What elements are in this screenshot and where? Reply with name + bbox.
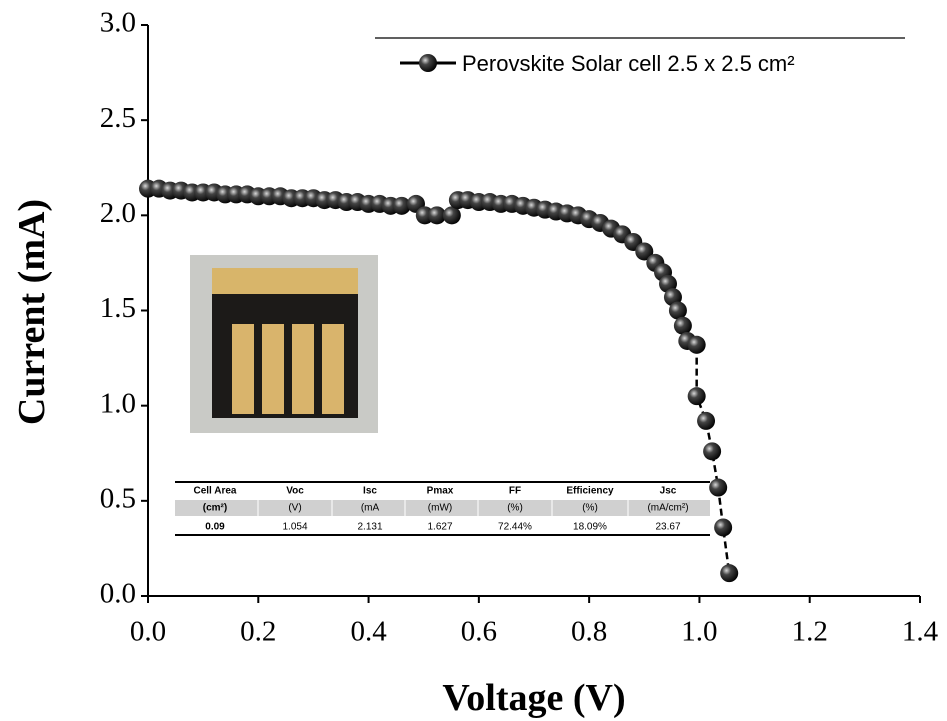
- legend: Perovskite Solar cell 2.5 x 2.5 cm²: [400, 51, 795, 76]
- x-axis-title: Voltage (V): [442, 677, 625, 719]
- photo-inset: [190, 255, 378, 433]
- x-tick-label: 0.6: [461, 616, 497, 648]
- legend-marker: [419, 54, 437, 72]
- data-point: [673, 316, 692, 335]
- table-unit: (mA/cm²): [647, 503, 688, 514]
- x-tick-label: 0.4: [350, 616, 387, 648]
- table-cell: 23.67: [655, 522, 680, 533]
- inset-table: Cell Area Voc Isc Pmax FF Efficiency Jsc (cm²) (…: [175, 481, 710, 536]
- data-point: [687, 387, 706, 406]
- table-unit: (%): [507, 503, 523, 514]
- data-point: [427, 206, 446, 225]
- x-tick-label: 1.0: [681, 616, 717, 648]
- table-cell: 1.627: [427, 522, 452, 533]
- table-header: Jsc: [660, 486, 677, 497]
- data-point: [714, 518, 733, 537]
- y-axis-title: Current (mA): [11, 199, 53, 425]
- y-tick-label: 1.5: [100, 292, 136, 324]
- data-point: [392, 196, 411, 215]
- table-cell: 72.44%: [498, 522, 532, 533]
- data-point: [703, 442, 722, 461]
- data-point: [697, 411, 716, 430]
- data-point: [668, 301, 687, 320]
- table-header: Voc: [286, 486, 304, 497]
- y-tick-label: 3.0: [100, 7, 136, 39]
- table-unit: (V): [288, 503, 301, 514]
- y-tick-label: 2.5: [100, 102, 136, 134]
- table-unit: (cm²): [203, 503, 227, 514]
- y-tick-label: 0.0: [100, 578, 136, 610]
- table-unit: (mA: [361, 503, 380, 514]
- x-tick-label: 0.0: [130, 616, 166, 648]
- table-header: FF: [509, 486, 521, 497]
- x-tick-label: 1.4: [902, 616, 939, 648]
- y-tick-label: 2.0: [100, 197, 136, 229]
- y-tick-label: 1.0: [100, 387, 136, 419]
- x-tick-label: 0.8: [571, 616, 607, 648]
- data-point: [442, 206, 461, 225]
- x-tick-label: 1.2: [792, 616, 828, 648]
- table-cell: 0.09: [205, 522, 225, 533]
- table-unit: (%): [582, 503, 598, 514]
- table-header: Cell Area: [194, 486, 237, 497]
- y-tick-label: 0.5: [100, 482, 136, 514]
- table-header: Isc: [363, 486, 377, 497]
- table-unit: (mW): [428, 503, 452, 514]
- table-header: Pmax: [427, 486, 454, 497]
- table-cell: 2.131: [357, 522, 382, 533]
- data-point: [709, 478, 728, 497]
- x-tick-label: 0.2: [240, 616, 276, 648]
- data-point: [720, 564, 739, 583]
- data-point: [687, 335, 706, 354]
- table-cell: 18.09%: [573, 522, 607, 533]
- data-point: [635, 242, 654, 261]
- table-header: Efficiency: [566, 486, 614, 497]
- table-cell: 1.054: [282, 522, 307, 533]
- legend-label: Perovskite Solar cell 2.5 x 2.5 cm²: [462, 51, 795, 76]
